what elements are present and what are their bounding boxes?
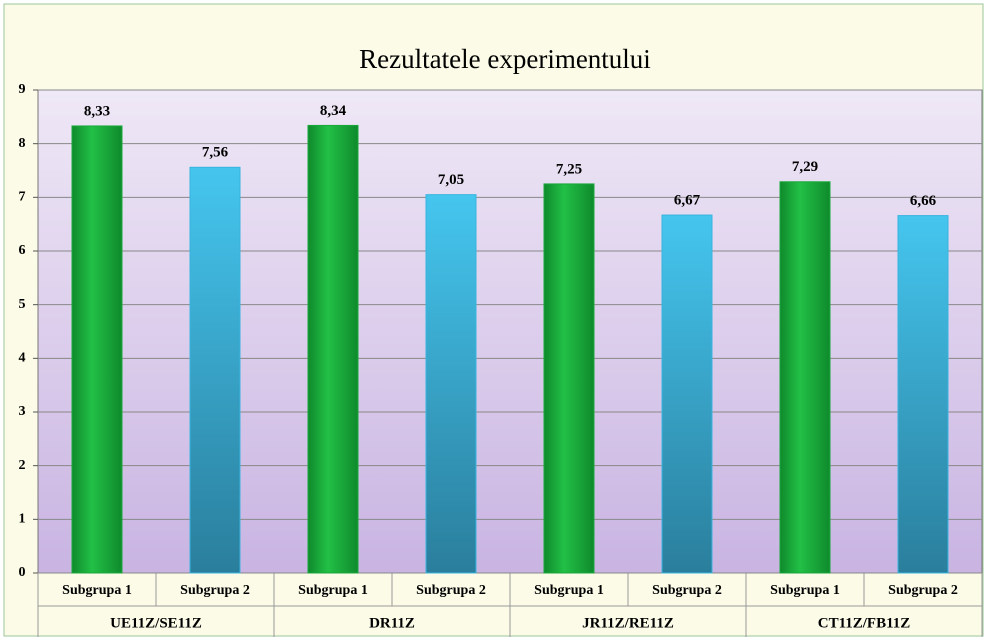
bar: [71, 125, 123, 574]
group-label: UE11Z/SE11Z: [110, 615, 202, 631]
y-tick-label: 3: [19, 404, 26, 419]
x-tick-label: Subgrupa 1: [298, 583, 368, 598]
bar: [897, 215, 949, 574]
group-label: DR11Z: [369, 615, 415, 631]
bar: [661, 214, 713, 574]
y-tick-label: 1: [19, 512, 26, 527]
x-tick-label: Subgrupa 1: [534, 583, 604, 598]
y-tick-label: 5: [19, 297, 26, 312]
data-label: 7,25: [556, 161, 582, 177]
bar: [189, 166, 241, 574]
y-tick-label: 4: [19, 351, 26, 366]
data-label: 6,66: [910, 193, 937, 209]
x-tick-label: Subgrupa 2: [652, 583, 722, 598]
bar: [425, 194, 477, 574]
data-label: 8,34: [320, 103, 347, 119]
bar: [307, 124, 359, 574]
group-label: JR11Z/RE11Z: [582, 615, 674, 631]
y-tick-label: 8: [19, 136, 26, 151]
chart-title: Rezultatele experimentului: [359, 44, 651, 74]
data-label: 6,67: [674, 192, 701, 208]
x-tick-label: Subgrupa 1: [770, 583, 840, 598]
data-label: 7,05: [438, 172, 464, 188]
y-tick-label: 9: [19, 82, 26, 97]
y-tick-label: 0: [19, 565, 26, 580]
plot-area: [37, 89, 983, 574]
bar: [779, 181, 831, 574]
x-tick-label: Subgrupa 2: [888, 583, 958, 598]
x-tick-label: Subgrupa 2: [416, 583, 486, 598]
y-tick-label: 2: [19, 458, 26, 473]
x-tick-label: Subgrupa 1: [62, 583, 132, 598]
y-tick-label: 7: [19, 190, 26, 205]
bar: [543, 183, 595, 574]
data-label: 8,33: [84, 103, 110, 119]
data-label: 7,29: [792, 159, 818, 175]
group-label: CT11Z/FB11Z: [818, 615, 911, 631]
y-tick-label: 6: [19, 243, 26, 258]
data-label: 7,56: [202, 145, 229, 161]
x-tick-label: Subgrupa 2: [180, 583, 250, 598]
